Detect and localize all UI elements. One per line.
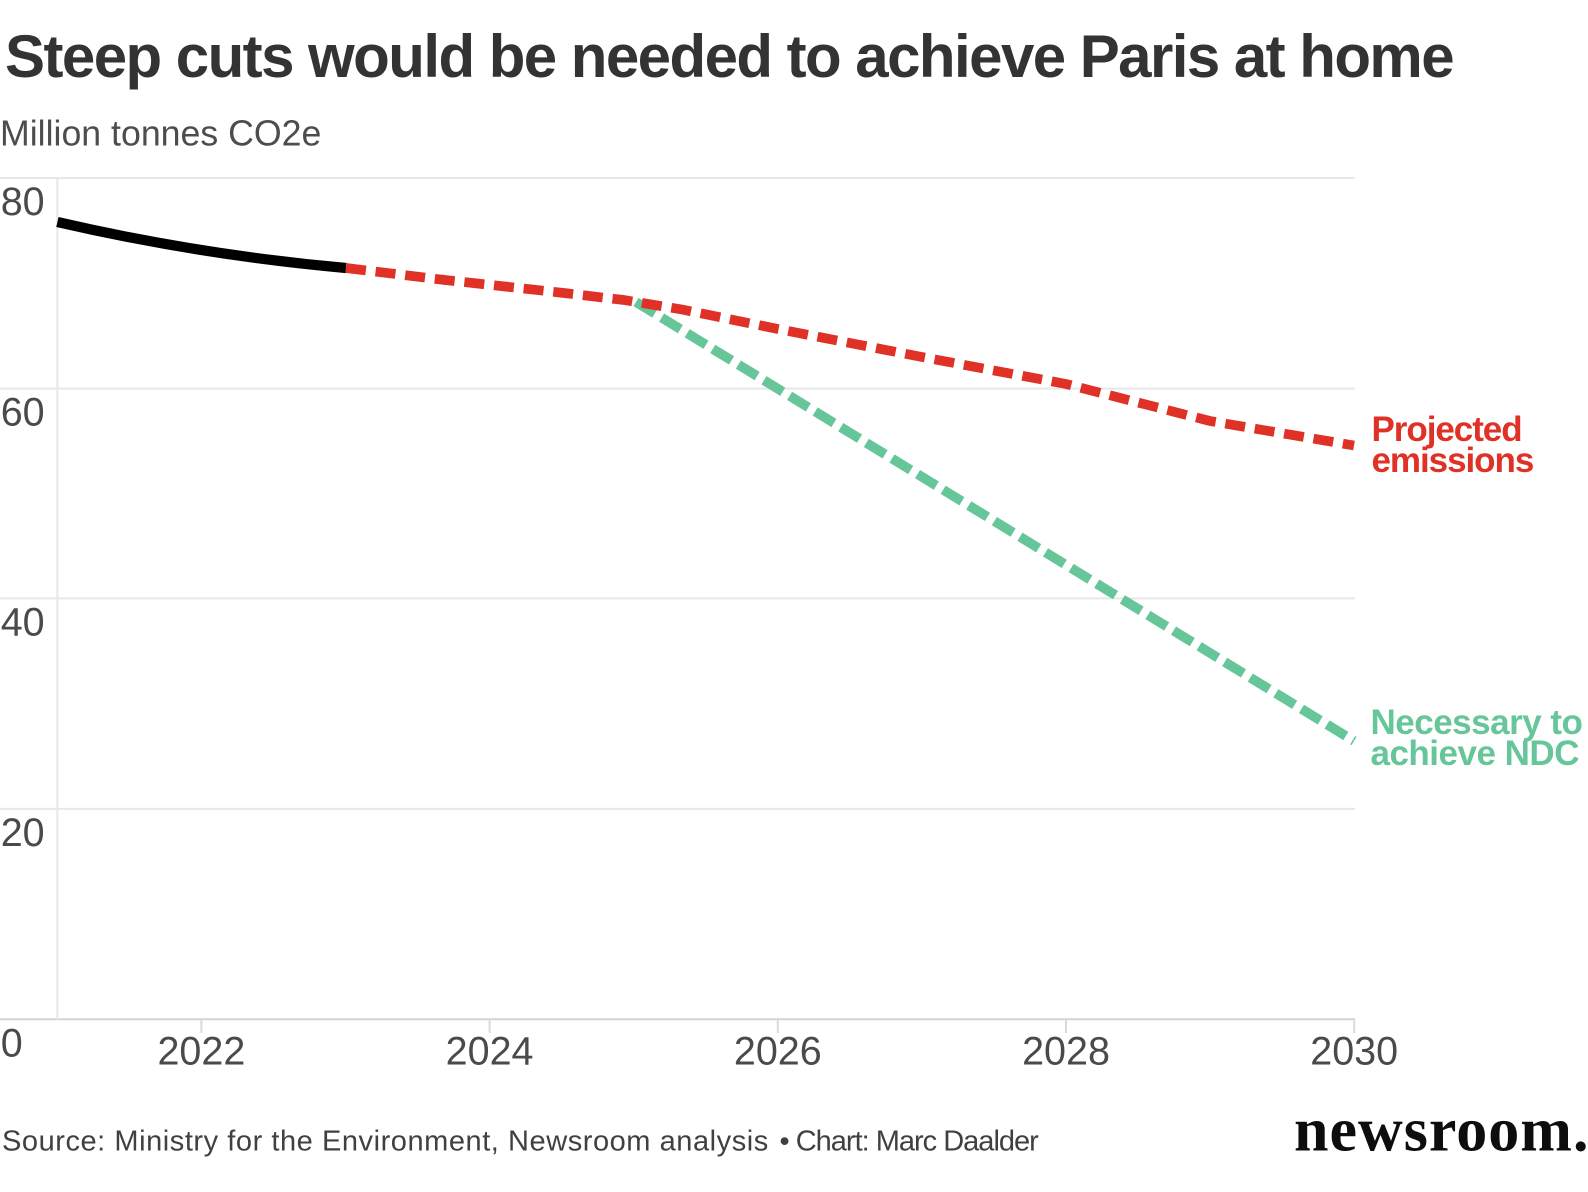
svg-text:2028: 2028 [1022,1030,1110,1074]
svg-text:2022: 2022 [157,1030,245,1074]
svg-text:2024: 2024 [446,1030,534,1074]
svg-text:Steep cuts would be needed to: Steep cuts would be needed to achieve Pa… [5,23,1453,90]
svg-text:80: 80 [1,180,45,224]
svg-text:60: 60 [1,391,45,435]
svg-text:2030: 2030 [1310,1030,1398,1074]
svg-text:achieve NDC: achieve NDC [1371,734,1580,773]
svg-text:Necessary to: Necessary to [1371,703,1583,742]
svg-text:2026: 2026 [734,1030,822,1074]
svg-text:• Chart: Marc Daalder: • Chart: Marc Daalder [780,1125,1040,1157]
svg-text:40: 40 [1,600,45,644]
svg-text:emissions: emissions [1372,441,1534,480]
svg-text:Projected: Projected [1372,410,1522,449]
svg-text:0: 0 [1,1021,23,1065]
svg-text:Million tonnes CO2e: Million tonnes CO2e [0,114,321,154]
svg-text:Source: Ministry for the Envir: Source: Ministry for the Environment, Ne… [2,1125,769,1157]
svg-text:newsroom.: newsroom. [1294,1096,1588,1164]
svg-text:20: 20 [1,811,45,855]
